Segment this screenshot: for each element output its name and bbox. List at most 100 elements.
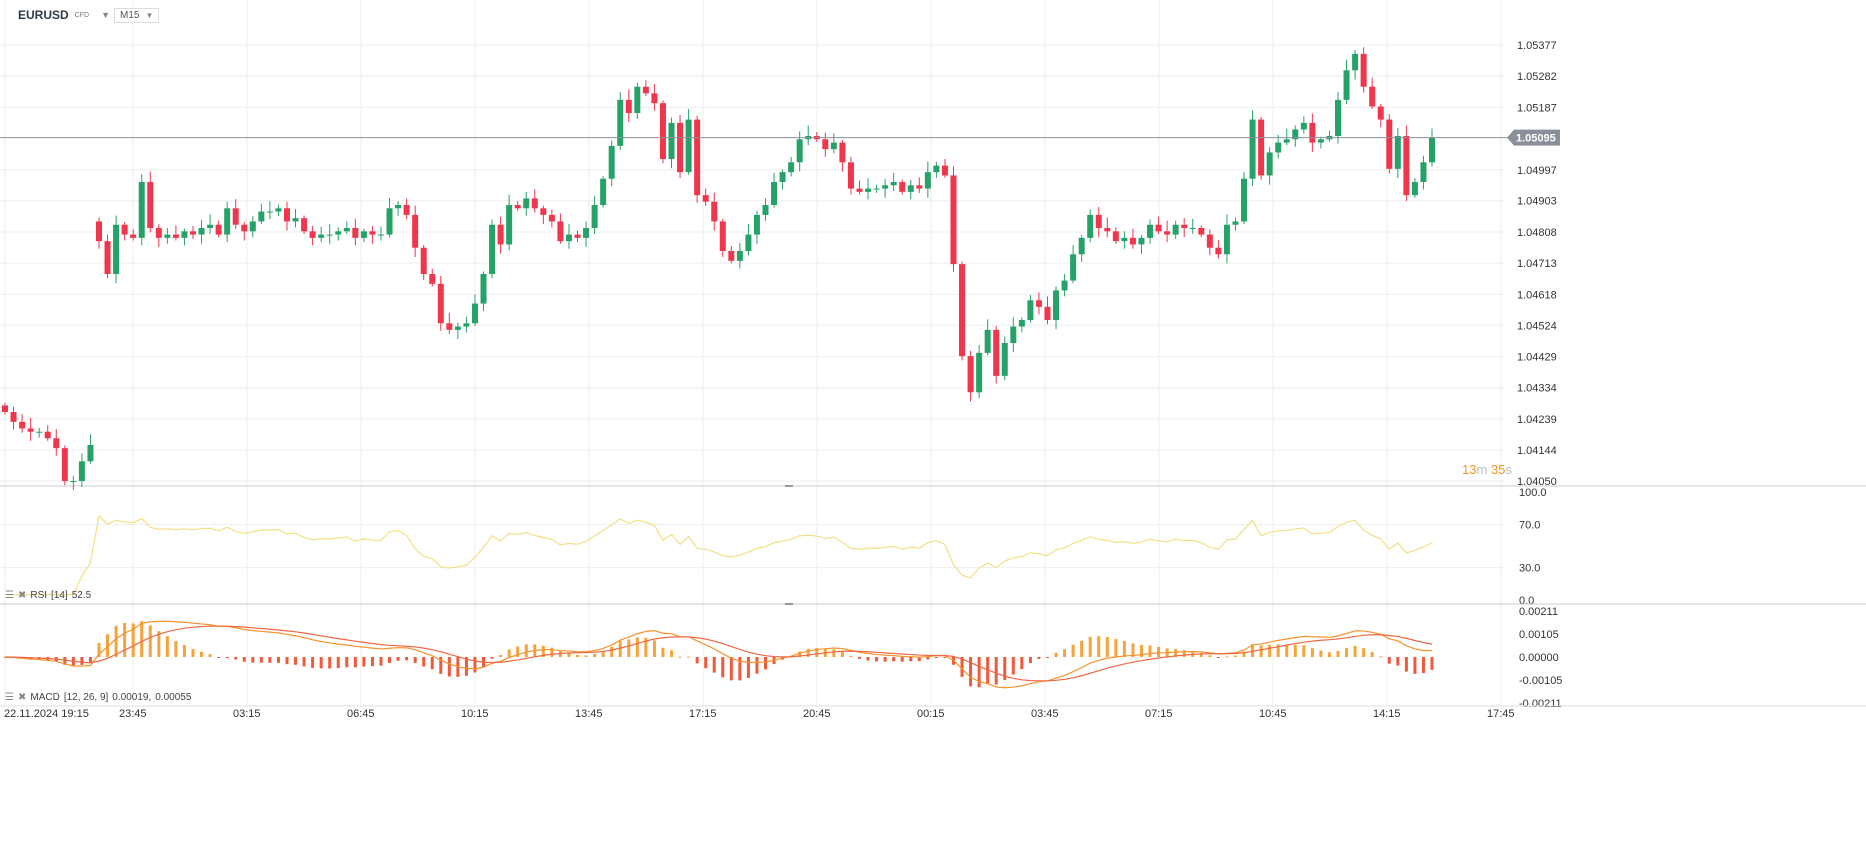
candle-up — [771, 182, 778, 206]
rsi-line — [5, 514, 1433, 596]
candle-down — [241, 224, 248, 232]
macd-histogram-bar — [567, 653, 571, 657]
candle-down — [719, 221, 726, 252]
rsi-value: 52.5 — [71, 590, 92, 601]
candle-down — [44, 431, 51, 439]
candle-up — [480, 274, 487, 304]
macd-histogram-bar — [601, 651, 605, 657]
macd-histogram-bar — [148, 625, 152, 657]
candle-up — [1053, 290, 1060, 321]
macd-histogram-bar — [370, 657, 374, 667]
candle-down — [702, 195, 709, 202]
candle-down — [540, 208, 547, 215]
candle-up — [608, 145, 615, 179]
macd-histogram-bar — [362, 657, 366, 667]
macd-histogram-bar — [1216, 657, 1220, 658]
candle-up — [326, 234, 333, 236]
candle-up — [583, 228, 590, 238]
candle-up — [454, 326, 461, 330]
macd-histogram-bar — [473, 657, 477, 673]
candle-down — [147, 182, 154, 229]
macd-histogram-bar — [695, 657, 699, 664]
macd-histogram-bar — [541, 645, 545, 657]
macd-histogram-bar — [960, 657, 964, 677]
candle-down — [352, 228, 359, 238]
macd-histogram-bar — [131, 623, 135, 657]
macd-histogram-bar — [1319, 650, 1323, 657]
candle-up — [489, 224, 496, 275]
macd-histogram-bar — [1063, 649, 1067, 657]
macd-histogram-bar — [328, 657, 332, 669]
settings-icon[interactable]: ☰ — [5, 590, 14, 601]
candle-up — [565, 234, 572, 242]
macd-histogram-bar — [1139, 645, 1143, 657]
candle-up — [1266, 152, 1273, 176]
time-axis-label: 10:15 — [461, 708, 489, 720]
candle-down — [446, 323, 453, 330]
macd-histogram-bar — [652, 640, 656, 657]
candle-up — [138, 182, 145, 238]
time-axis-label: 22.11.2024 19:15 — [4, 708, 89, 720]
pane-resize-handle[interactable] — [785, 485, 793, 487]
candle-down — [959, 264, 966, 357]
macd-histogram-bar — [550, 647, 554, 657]
macd-histogram-bar — [1097, 636, 1101, 657]
macd-histogram-bar — [200, 651, 204, 657]
macd-histogram-bar — [140, 620, 144, 657]
settings-icon[interactable]: ☰ — [5, 692, 14, 703]
macd-histogram-bar — [763, 657, 767, 670]
candle-up — [1001, 343, 1008, 376]
candle-down — [514, 205, 521, 209]
macd-histogram-bar — [1353, 645, 1357, 657]
macd-histogram-bar — [1379, 656, 1383, 658]
macd-histogram-bar — [294, 657, 298, 665]
candle-up — [523, 198, 530, 209]
close-icon[interactable]: ✖ — [17, 692, 27, 703]
macd-histogram-bar — [815, 647, 819, 657]
symbol-selector[interactable]: EURUSD CFD ▼ — [18, 8, 110, 22]
candle-down — [1386, 119, 1393, 169]
macd-histogram-bar — [225, 657, 229, 658]
candle-up — [1249, 119, 1256, 179]
macd-histogram-bar — [721, 657, 725, 678]
candle-down — [61, 448, 68, 481]
candle-down — [941, 165, 948, 176]
candle-down — [711, 201, 718, 222]
candle-down — [1035, 300, 1042, 307]
macd-signal-value: 0.00055 — [155, 692, 192, 703]
macd-histogram-bar — [276, 657, 280, 663]
macd-histogram-bar — [1011, 657, 1015, 675]
candle-up — [882, 185, 889, 189]
candle-down — [950, 175, 957, 265]
candle-up — [275, 208, 282, 212]
candle-up — [36, 431, 43, 433]
candle-up — [1070, 254, 1077, 281]
macd-histogram-bar — [106, 634, 110, 657]
timeframe-select[interactable]: M15 ▼ — [114, 8, 160, 23]
candle-down — [429, 274, 436, 284]
candle-down — [420, 247, 427, 275]
macd-histogram-bar — [63, 657, 67, 665]
candle-down — [215, 224, 222, 235]
price-axis-label: 1.04713 — [1517, 258, 1557, 270]
candle-down — [728, 251, 735, 261]
price-axis-label: 1.05377 — [1517, 40, 1557, 52]
macd-histogram-bar — [1037, 657, 1041, 659]
macd-histogram-bar — [516, 646, 520, 657]
close-icon[interactable]: ✖ — [17, 590, 27, 601]
macd-histogram-bar — [593, 653, 597, 657]
price-axis-label: 1.04903 — [1517, 196, 1557, 208]
macd-histogram-bar — [319, 657, 323, 669]
macd-histogram-bar — [507, 649, 511, 657]
macd-histogram-bar — [251, 657, 255, 663]
macd-histogram-bar — [88, 657, 92, 663]
pane-resize-handle[interactable] — [785, 603, 793, 605]
macd-histogram-bar — [1302, 645, 1306, 657]
macd-histogram-bar — [909, 657, 913, 662]
macd-histogram-bar — [259, 657, 263, 663]
chevron-down-icon[interactable]: ▼ — [101, 10, 110, 20]
rsi-axis-label: 30.0 — [1519, 563, 1540, 575]
candle-down — [369, 231, 376, 235]
macd-histogram-bar — [1122, 640, 1126, 657]
